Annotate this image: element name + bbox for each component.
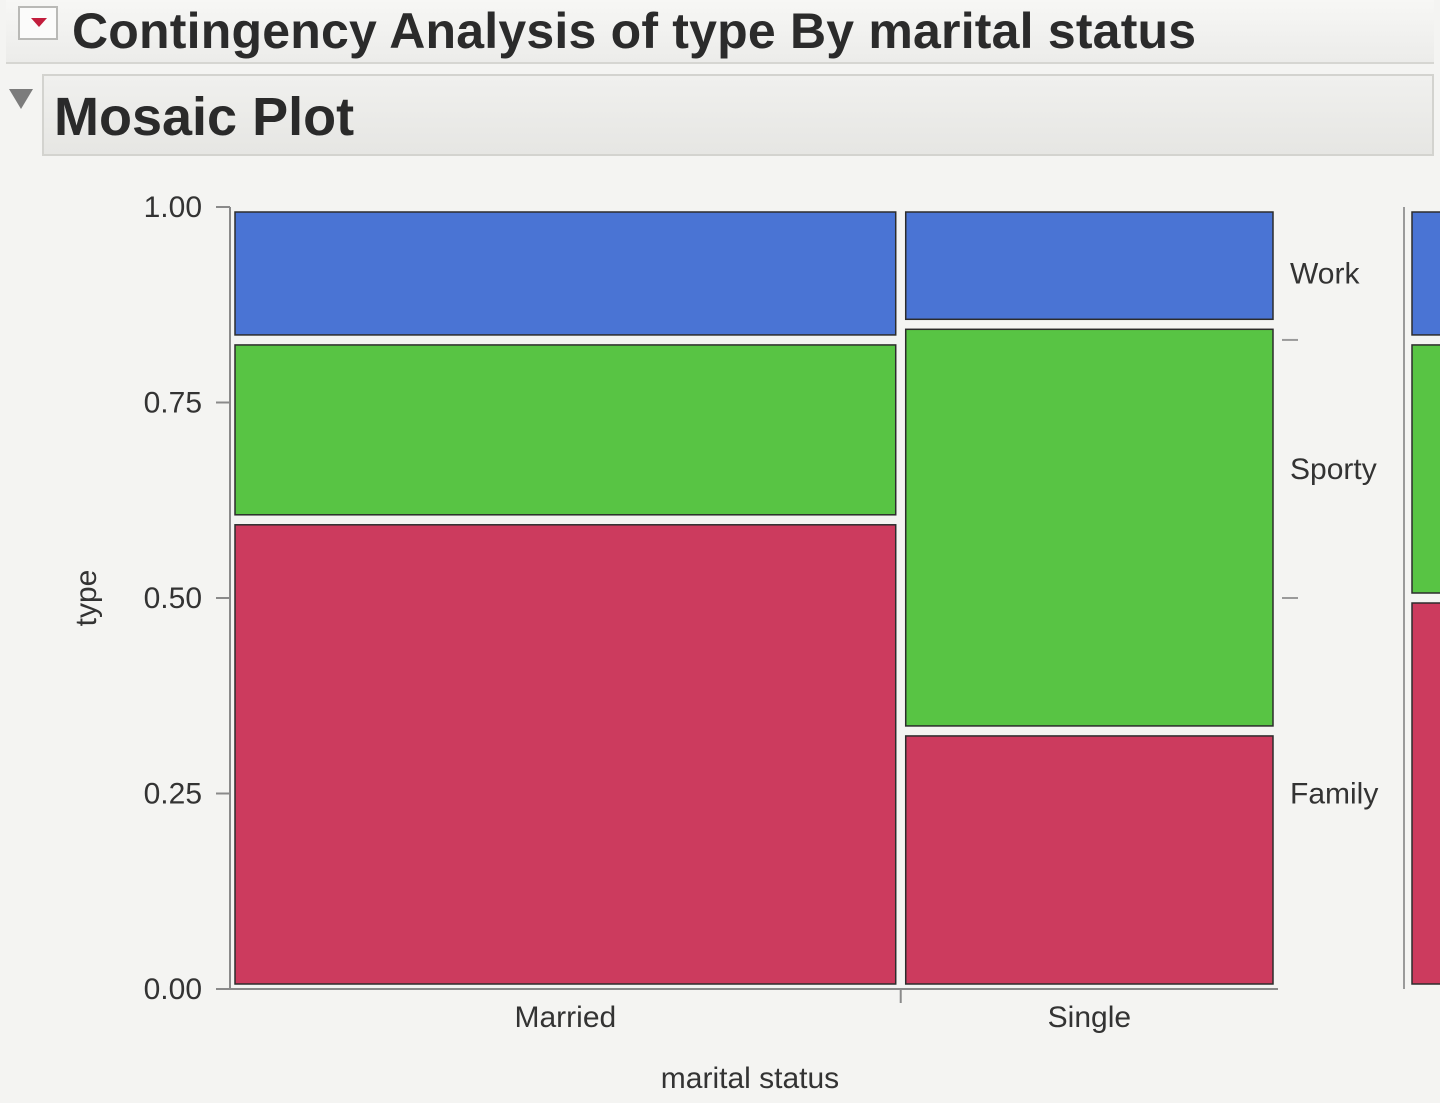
y-axis-title: type xyxy=(70,570,103,627)
collapse-triangle-icon[interactable] xyxy=(8,88,34,110)
type-labels: Family Sporty Work xyxy=(1282,257,1378,811)
mosaic-section-header[interactable]: Mosaic Plot xyxy=(42,74,1434,156)
y-tick-label: 0.50 xyxy=(144,582,202,615)
type-label-family: Family xyxy=(1290,778,1378,811)
mosaic-cell-married-family[interactable] xyxy=(234,524,897,985)
section-title: Mosaic Plot xyxy=(54,87,355,147)
x-axis: Married Single xyxy=(230,988,1278,1034)
x-tick-label: Married xyxy=(515,1001,617,1034)
title-bar: Contingency Analysis of type By marital … xyxy=(6,0,1434,64)
y-axis: 0.00 0.25 0.50 0.75 1.00 xyxy=(144,191,231,1006)
red-triangle-menu-icon[interactable] xyxy=(18,6,58,40)
type-label-sporty: Sporty xyxy=(1290,453,1377,486)
mosaic-cell-married-work[interactable] xyxy=(234,211,897,336)
y-tick-label: 1.00 xyxy=(144,191,202,224)
marginal-bar xyxy=(1403,207,1440,989)
y-tick-label: 0.75 xyxy=(144,387,202,420)
mosaic-cells xyxy=(234,211,1274,985)
report-title: Contingency Analysis of type By marital … xyxy=(72,3,1197,59)
x-axis-title: marital status xyxy=(661,1062,839,1095)
marginal-cell-work[interactable] xyxy=(1411,211,1440,336)
mosaic-cell-single-family[interactable] xyxy=(904,735,1274,985)
mosaic-cell-single-work[interactable] xyxy=(904,211,1274,321)
mosaic-cell-single-sporty[interactable] xyxy=(904,328,1274,727)
marginal-cell-sporty[interactable] xyxy=(1411,344,1440,594)
x-tick-label: Single xyxy=(1048,1001,1131,1034)
y-tick-label: 0.00 xyxy=(144,973,202,1006)
marginal-cell-family[interactable] xyxy=(1411,602,1440,985)
mosaic-cell-married-sporty[interactable] xyxy=(234,344,897,516)
red-triangle-icon xyxy=(31,18,47,27)
type-label-work: Work xyxy=(1290,257,1360,290)
y-tick-label: 0.25 xyxy=(144,778,202,811)
